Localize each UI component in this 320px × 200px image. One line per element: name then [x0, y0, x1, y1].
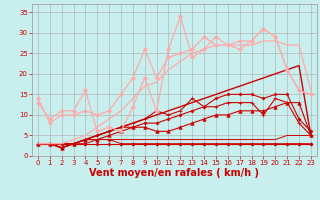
X-axis label: Vent moyen/en rafales ( km/h ): Vent moyen/en rafales ( km/h ) [89, 168, 260, 178]
